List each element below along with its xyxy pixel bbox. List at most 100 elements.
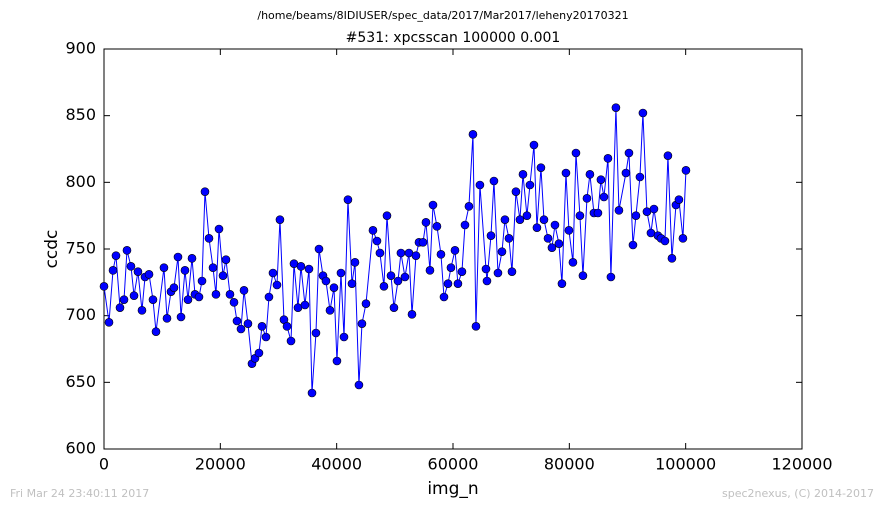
data-point	[325, 306, 335, 315]
chart-title: #531: xpcsscan 100000 0.001	[346, 30, 561, 46]
data-point	[564, 226, 574, 235]
data-point	[593, 208, 603, 218]
data-point	[272, 280, 282, 290]
data-point	[493, 268, 503, 278]
data-point	[236, 324, 246, 334]
data-point	[159, 263, 169, 272]
data-point	[254, 348, 264, 358]
data-point	[243, 319, 253, 328]
data-point	[596, 175, 606, 184]
data-point	[436, 250, 446, 259]
data-line	[103, 107, 687, 394]
data-point	[599, 192, 609, 202]
data-point	[200, 187, 210, 196]
x-tick-label: 60000	[428, 455, 479, 474]
data-point	[329, 283, 339, 292]
data-point	[464, 202, 474, 211]
data-point	[603, 154, 613, 163]
data-point	[457, 267, 467, 276]
data-point	[547, 243, 557, 252]
data-point	[585, 170, 595, 179]
data-point	[418, 238, 428, 247]
data-point	[497, 247, 507, 256]
data-point	[635, 172, 645, 182]
data-point	[129, 291, 139, 300]
data-point	[357, 319, 367, 328]
data-point	[515, 215, 525, 224]
data-point	[354, 380, 364, 390]
data-point	[183, 295, 193, 304]
data-point	[264, 292, 274, 302]
data-point	[439, 292, 449, 302]
x-tick-label: 20000	[195, 455, 246, 474]
data-point	[500, 215, 510, 224]
data-point	[343, 195, 353, 204]
data-point	[482, 276, 492, 286]
y-tick-label: 600	[65, 439, 96, 458]
data-point	[111, 251, 121, 260]
footer-credit: spec2nexus, (C) 2014-2017	[722, 487, 874, 500]
data-point	[133, 267, 143, 276]
y-axis-label: ccdc	[42, 230, 62, 269]
data-point	[208, 263, 218, 272]
data-point	[232, 316, 242, 326]
data-point	[432, 222, 442, 231]
data-point	[425, 266, 435, 275]
data-point	[211, 290, 221, 299]
y-tick-label: 850	[65, 105, 96, 124]
data-point	[582, 194, 592, 203]
data-point	[126, 262, 136, 271]
data-point	[611, 103, 621, 112]
data-point	[674, 195, 684, 204]
data-point	[282, 322, 292, 331]
data-point	[180, 266, 190, 275]
data-point	[221, 255, 231, 264]
data-point	[507, 267, 517, 276]
data-point	[543, 234, 553, 243]
data-point	[144, 270, 154, 279]
data-point	[382, 211, 392, 220]
data-point	[304, 264, 314, 274]
data-point	[108, 266, 118, 275]
data-point	[475, 180, 485, 190]
data-point	[539, 215, 549, 224]
data-point	[578, 271, 588, 280]
data-point	[286, 336, 296, 346]
suptitle: /home/beams/8IDIUSER/spec_data/2017/Mar2…	[257, 9, 628, 22]
data-point	[296, 262, 306, 271]
data-point	[443, 279, 453, 288]
data-point	[396, 248, 406, 258]
data-point	[239, 286, 249, 295]
data-point	[614, 206, 624, 215]
data-point	[511, 187, 521, 196]
data-point	[176, 312, 186, 322]
data-point	[486, 231, 496, 240]
data-point	[275, 215, 285, 224]
data-point	[257, 322, 267, 331]
data-point	[428, 200, 438, 210]
data-point	[162, 314, 172, 323]
data-point	[400, 272, 410, 282]
data-point	[225, 290, 235, 299]
data-point	[453, 279, 463, 288]
data-point	[663, 151, 673, 160]
x-tick-label: 80000	[544, 455, 595, 474]
data-point	[557, 279, 567, 288]
data-point	[678, 234, 688, 243]
data-point	[194, 292, 204, 302]
data-point	[347, 279, 357, 288]
data-point	[119, 295, 129, 304]
data-point	[554, 239, 564, 248]
data-point	[197, 276, 207, 286]
data-point	[148, 295, 158, 304]
data-point	[104, 318, 114, 327]
data-point	[471, 322, 481, 331]
data-point	[229, 298, 239, 307]
data-point	[568, 258, 578, 267]
data-point	[393, 276, 403, 286]
x-tick-label: 100000	[655, 455, 716, 474]
data-point	[532, 223, 542, 232]
data-point	[667, 254, 677, 263]
y-tick-label: 650	[65, 372, 96, 391]
